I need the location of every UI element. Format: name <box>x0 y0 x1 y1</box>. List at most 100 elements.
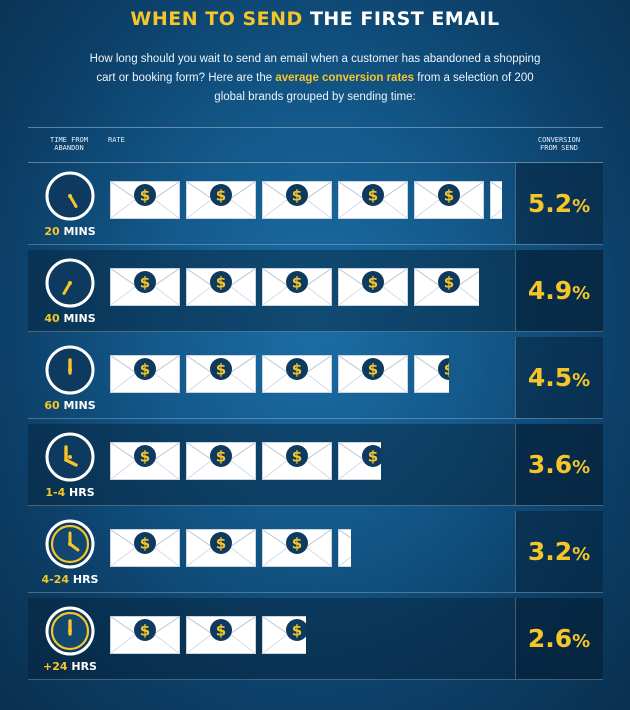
clock-icon <box>45 345 95 395</box>
column-divider <box>515 250 516 331</box>
conversion-panel <box>515 598 603 679</box>
time-label: 60 MINS <box>28 399 112 412</box>
time-label-number: 20 <box>44 225 60 238</box>
svg-text:$: $ <box>216 622 226 640</box>
clock-icon <box>45 171 95 221</box>
conversion-panel <box>515 511 603 592</box>
conversion-percent-sign: % <box>572 457 591 478</box>
envelope-dollar-icon: $ <box>110 616 180 654</box>
intro-highlight: average conversion rates <box>275 72 415 84</box>
conversion-value: 5.2% <box>515 163 603 245</box>
svg-text:$: $ <box>140 448 150 466</box>
row-divider <box>28 679 603 680</box>
envelope-dollar-icon: $ <box>110 355 180 393</box>
envelope-dollar-icon: $ <box>186 529 256 567</box>
envelope-dollar-icon: $ <box>338 442 381 480</box>
svg-text:$: $ <box>368 274 378 292</box>
rate-bar: $ $ $ $ $ <box>110 355 449 393</box>
envelope-dollar-icon: $ <box>338 529 351 567</box>
svg-text:$: $ <box>444 274 454 292</box>
conversion-percent-sign: % <box>572 544 591 565</box>
envelope-dollar-icon: $ <box>186 181 256 219</box>
time-label-unit: MINS <box>59 225 96 238</box>
envelope-dollar-icon: $ <box>262 529 332 567</box>
conversion-value: 4.9% <box>515 250 603 332</box>
time-label: 40 MINS <box>28 312 112 325</box>
row-divider <box>28 505 603 506</box>
conversion-value: 3.2% <box>515 511 603 593</box>
row-divider <box>28 331 603 332</box>
envelope-dollar-icon: $ <box>186 442 256 480</box>
envelope-dollar-icon: $ <box>262 181 332 219</box>
envelope-dollar-icon: $ <box>110 268 180 306</box>
column-divider <box>515 511 516 592</box>
envelope-dollar-icon: $ <box>262 355 332 393</box>
conversion-panel <box>515 250 603 331</box>
chart-row: +24 HRS $ $ $2.6% <box>28 598 603 680</box>
time-label: 1-4 HRS <box>28 486 112 499</box>
svg-text:$: $ <box>216 187 226 205</box>
conversion-number: 5.2 <box>527 189 573 218</box>
envelope-dollar-icon: $ <box>414 268 479 306</box>
intro-part-a: How long should you wait to send an emai… <box>89 53 541 84</box>
conversion-percent-sign: % <box>572 370 591 391</box>
title-highlight: WHEN TO SEND <box>130 8 303 30</box>
conversion-percent-sign: % <box>572 196 591 217</box>
chart-row: 40 MINS $ $ $ $ $4.9% <box>28 250 603 332</box>
envelope-dollar-icon: $ <box>110 442 180 480</box>
row-divider <box>28 244 603 245</box>
envelope-dollar-icon: $ <box>414 355 449 393</box>
svg-text:$: $ <box>216 361 226 379</box>
envelope-dollar-icon: $ <box>262 268 332 306</box>
title-rest: THE FIRST EMAIL <box>309 8 500 30</box>
envelope-dollar-icon: $ <box>186 268 256 306</box>
column-divider <box>515 598 516 679</box>
conversion-panel <box>515 337 603 418</box>
svg-text:$: $ <box>216 535 226 553</box>
svg-text:$: $ <box>292 448 302 466</box>
svg-text:$: $ <box>140 535 150 553</box>
envelope-dollar-icon: $ <box>262 442 332 480</box>
rate-bar: $ $ $ $ <box>110 529 351 567</box>
conversion-percent-sign: % <box>572 283 591 304</box>
clock-icon <box>45 606 95 656</box>
column-header-rate: RATE <box>108 136 125 144</box>
svg-text:$: $ <box>140 622 150 640</box>
svg-text:$: $ <box>444 361 449 379</box>
clock-icon <box>45 519 95 569</box>
column-divider <box>515 424 516 505</box>
svg-text:$: $ <box>292 361 302 379</box>
envelope-dollar-icon: $ <box>110 529 180 567</box>
conversion-number: 3.6 <box>527 450 573 479</box>
svg-text:$: $ <box>292 274 302 292</box>
time-label-unit: HRS <box>67 660 97 673</box>
time-label-unit: HRS <box>65 486 95 499</box>
svg-text:$: $ <box>368 448 378 466</box>
header-bottom-rule <box>28 162 603 163</box>
svg-text:$: $ <box>140 187 150 205</box>
clock-icon <box>45 258 95 308</box>
intro-part-b: from a selection of 200 global brands gr… <box>214 72 534 103</box>
header-top-rule <box>28 127 603 128</box>
envelope-dollar-icon: $ <box>110 181 180 219</box>
time-label: +24 HRS <box>28 660 112 673</box>
envelope-dollar-icon: $ <box>338 181 408 219</box>
column-divider <box>515 163 516 244</box>
envelope-dollar-icon: $ <box>338 355 408 393</box>
time-label-number: 4-24 <box>41 573 70 586</box>
svg-text:$: $ <box>140 274 150 292</box>
svg-text:$: $ <box>216 448 226 466</box>
envelope-dollar-icon: $ <box>262 616 306 654</box>
envelope-dollar-icon: $ <box>338 268 408 306</box>
chart-row: 60 MINS $ $ $ $ $4.5% <box>28 337 603 419</box>
conversion-number: 4.9 <box>527 276 573 305</box>
svg-text:$: $ <box>216 274 226 292</box>
time-label-number: 60 <box>44 399 60 412</box>
svg-text:$: $ <box>292 622 302 640</box>
svg-text:$: $ <box>368 187 378 205</box>
svg-text:$: $ <box>292 535 302 553</box>
rate-bar: $ $ $ $ $ <box>110 268 479 306</box>
conversion-panel <box>515 163 603 244</box>
rate-bar: $ $ $ <box>110 616 306 654</box>
envelope-dollar-icon: $ <box>490 181 502 219</box>
